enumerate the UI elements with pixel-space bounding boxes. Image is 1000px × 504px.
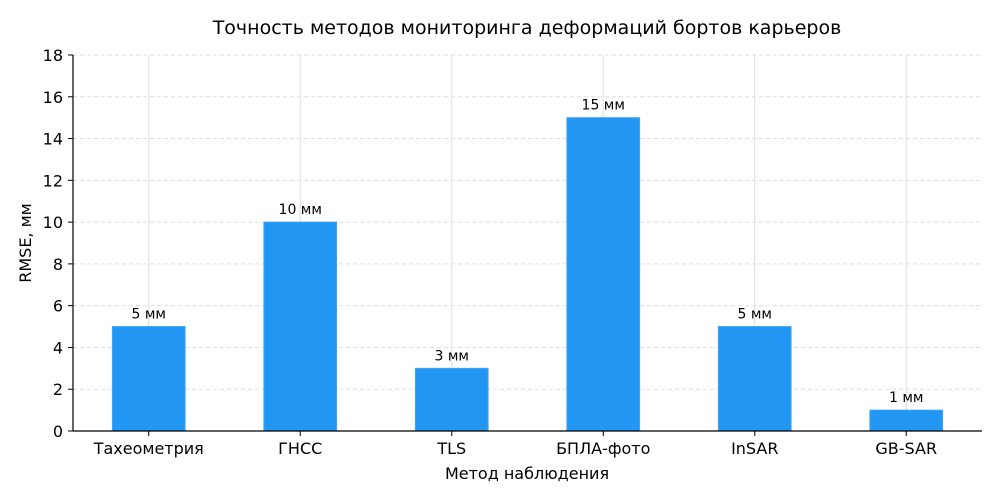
bars [111,117,944,432]
bar-value-label: 15 мм [582,98,625,114]
x-axis-label: Метод наблюдения [445,464,609,483]
x-tick-label: Тахеометрия [93,439,204,458]
bar [111,326,186,432]
labels: 5 мм 10 мм 3 мм 15 мм 5 мм 1 мм 0 2 4 6 8 10 12 14 16 1… [43,46,937,458]
bar [263,221,338,432]
y-tick-label: 12 [43,171,63,190]
bar-value-label: 5 мм [738,307,772,323]
x-tick-label: InSAR [731,439,778,458]
bar [414,367,489,432]
bar-value-label: 3 мм [435,348,469,364]
bar [717,326,792,432]
y-tick-label: 0 [53,422,63,441]
y-tick-label: 16 [43,88,63,107]
x-tick-label: БПЛА-фото [556,439,650,458]
bar-value-label: 1 мм [889,390,923,406]
bar-value-label: 10 мм [279,202,322,218]
y-tick-label: 18 [43,46,63,65]
y-tick-label: 10 [43,213,63,232]
y-tick-label: 14 [43,130,63,149]
y-tick-label: 2 [53,380,63,399]
bar-value-label: 5 мм [132,307,166,323]
x-tick-label: GB-SAR [875,439,937,458]
axes [68,54,982,436]
y-tick-label: 4 [53,338,63,357]
x-tick-label: TLS [436,439,466,458]
bar [869,409,944,432]
y-tick-label: 8 [53,255,63,274]
grid [73,54,982,431]
y-tick-label: 6 [53,297,63,316]
bar [566,117,641,432]
x-tick-label: ГНСС [278,439,322,458]
chart-title: Точность методов мониторинга деформаций … [212,17,842,39]
y-axis-label: RMSE, мм [16,203,35,283]
